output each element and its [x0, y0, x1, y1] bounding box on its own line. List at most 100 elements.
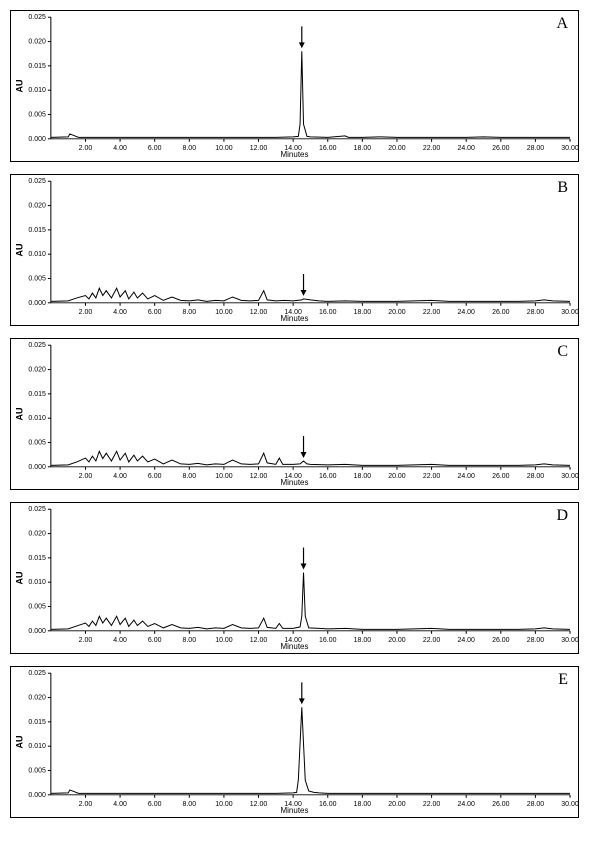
- svg-text:16.00: 16.00: [319, 145, 337, 152]
- svg-text:0.010: 0.010: [28, 415, 46, 422]
- chromatogram-panel-A: AUAMinutes0.0000.0050.0100.0150.0200.025…: [10, 10, 579, 162]
- svg-text:26.00: 26.00: [492, 473, 510, 480]
- svg-text:22.00: 22.00: [423, 309, 441, 316]
- svg-text:6.00: 6.00: [148, 801, 162, 808]
- peak-arrow-icon: [301, 548, 307, 570]
- svg-text:18.00: 18.00: [354, 473, 372, 480]
- svg-text:26.00: 26.00: [492, 145, 510, 152]
- svg-text:0.000: 0.000: [28, 792, 46, 799]
- svg-text:18.00: 18.00: [354, 637, 372, 644]
- svg-text:8.00: 8.00: [183, 145, 197, 152]
- chart-svg: 0.0000.0050.0100.0150.0200.0252.004.006.…: [11, 339, 578, 489]
- svg-text:12.00: 12.00: [250, 801, 268, 808]
- peak-arrow-icon: [301, 436, 307, 458]
- chromatogram-trace: [51, 288, 570, 301]
- svg-text:30.00: 30.00: [561, 801, 579, 808]
- svg-text:0.015: 0.015: [28, 227, 46, 234]
- svg-text:10.00: 10.00: [215, 637, 233, 644]
- svg-text:0.015: 0.015: [28, 391, 46, 398]
- peak-arrow-icon: [301, 274, 307, 296]
- svg-text:24.00: 24.00: [457, 637, 475, 644]
- chromatogram-panel-B: AUBMinutes0.0000.0050.0100.0150.0200.025…: [10, 174, 579, 326]
- svg-text:0.020: 0.020: [28, 695, 46, 702]
- svg-text:24.00: 24.00: [457, 473, 475, 480]
- chromatogram-panel-D: AUDMinutes0.0000.0050.0100.0150.0200.025…: [10, 502, 579, 654]
- svg-text:16.00: 16.00: [319, 473, 337, 480]
- svg-text:0.020: 0.020: [28, 39, 46, 46]
- svg-text:6.00: 6.00: [148, 637, 162, 644]
- svg-text:22.00: 22.00: [423, 473, 441, 480]
- svg-text:6.00: 6.00: [148, 145, 162, 152]
- svg-text:4.00: 4.00: [113, 145, 127, 152]
- svg-text:14.00: 14.00: [284, 309, 302, 316]
- chromatogram-figure: AUAMinutes0.0000.0050.0100.0150.0200.025…: [10, 10, 579, 818]
- svg-text:0.015: 0.015: [28, 63, 46, 70]
- svg-text:16.00: 16.00: [319, 309, 337, 316]
- svg-text:2.00: 2.00: [79, 473, 93, 480]
- svg-text:28.00: 28.00: [527, 801, 545, 808]
- chromatogram-trace: [51, 572, 570, 629]
- svg-text:0.010: 0.010: [28, 251, 46, 258]
- svg-text:2.00: 2.00: [79, 637, 93, 644]
- svg-text:12.00: 12.00: [250, 473, 268, 480]
- svg-text:10.00: 10.00: [215, 309, 233, 316]
- svg-text:14.00: 14.00: [284, 637, 302, 644]
- svg-text:30.00: 30.00: [561, 637, 579, 644]
- svg-text:0.010: 0.010: [28, 87, 46, 94]
- svg-text:20.00: 20.00: [388, 309, 406, 316]
- svg-text:0.005: 0.005: [28, 439, 46, 446]
- svg-text:4.00: 4.00: [113, 309, 127, 316]
- svg-text:26.00: 26.00: [492, 637, 510, 644]
- svg-text:28.00: 28.00: [527, 637, 545, 644]
- svg-text:22.00: 22.00: [423, 145, 441, 152]
- svg-text:0.000: 0.000: [28, 628, 46, 635]
- svg-text:24.00: 24.00: [457, 309, 475, 316]
- svg-text:0.000: 0.000: [28, 464, 46, 471]
- svg-text:28.00: 28.00: [527, 309, 545, 316]
- svg-text:8.00: 8.00: [183, 801, 197, 808]
- svg-text:4.00: 4.00: [113, 801, 127, 808]
- svg-text:2.00: 2.00: [79, 145, 93, 152]
- svg-text:6.00: 6.00: [148, 309, 162, 316]
- peak-arrow-icon: [299, 682, 305, 704]
- chart-svg: 0.0000.0050.0100.0150.0200.0252.004.006.…: [11, 503, 578, 653]
- svg-text:8.00: 8.00: [183, 309, 197, 316]
- svg-text:0.010: 0.010: [28, 743, 46, 750]
- svg-text:8.00: 8.00: [183, 637, 197, 644]
- peak-arrow-icon: [299, 26, 305, 48]
- svg-text:24.00: 24.00: [457, 801, 475, 808]
- svg-text:10.00: 10.00: [215, 473, 233, 480]
- svg-text:12.00: 12.00: [250, 637, 268, 644]
- svg-text:30.00: 30.00: [561, 309, 579, 316]
- svg-text:24.00: 24.00: [457, 145, 475, 152]
- svg-text:20.00: 20.00: [388, 637, 406, 644]
- svg-text:0.000: 0.000: [28, 300, 46, 307]
- svg-text:14.00: 14.00: [284, 801, 302, 808]
- svg-text:22.00: 22.00: [423, 637, 441, 644]
- svg-text:0.005: 0.005: [28, 275, 46, 282]
- svg-text:26.00: 26.00: [492, 801, 510, 808]
- svg-text:12.00: 12.00: [250, 145, 268, 152]
- svg-text:8.00: 8.00: [183, 473, 197, 480]
- svg-text:0.025: 0.025: [28, 178, 46, 185]
- svg-text:0.020: 0.020: [28, 203, 46, 210]
- svg-text:18.00: 18.00: [354, 145, 372, 152]
- svg-text:0.015: 0.015: [28, 719, 46, 726]
- svg-text:0.000: 0.000: [28, 136, 46, 143]
- svg-text:0.025: 0.025: [28, 670, 46, 677]
- chromatogram-trace: [51, 707, 570, 793]
- svg-text:18.00: 18.00: [354, 801, 372, 808]
- svg-text:14.00: 14.00: [284, 145, 302, 152]
- chromatogram-panel-E: AUEMinutes0.0000.0050.0100.0150.0200.025…: [10, 666, 579, 818]
- svg-text:0.015: 0.015: [28, 555, 46, 562]
- chart-svg: 0.0000.0050.0100.0150.0200.0252.004.006.…: [11, 11, 578, 161]
- svg-text:0.020: 0.020: [28, 367, 46, 374]
- svg-text:14.00: 14.00: [284, 473, 302, 480]
- svg-text:0.025: 0.025: [28, 14, 46, 21]
- svg-text:22.00: 22.00: [423, 801, 441, 808]
- svg-text:2.00: 2.00: [79, 309, 93, 316]
- svg-text:10.00: 10.00: [215, 145, 233, 152]
- svg-text:6.00: 6.00: [148, 473, 162, 480]
- chart-svg: 0.000 0.005 0.010 0.015 0.020 0.025 2.00 4.00 6.…: [11, 175, 578, 325]
- svg-text:26.00: 26.00: [492, 309, 510, 316]
